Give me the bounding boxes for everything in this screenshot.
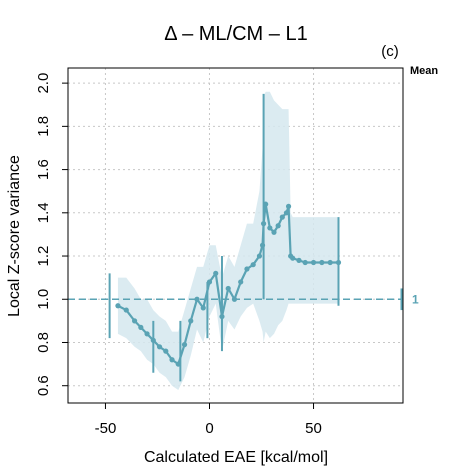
y-tick-label: 1.2 — [35, 246, 52, 267]
data-point — [275, 223, 281, 229]
reference-label: 1 — [412, 292, 419, 306]
data-points — [115, 201, 342, 367]
data-point — [156, 344, 163, 350]
data-point — [260, 221, 267, 227]
data-point — [267, 225, 273, 231]
chart-title: Δ – ML/CM – L1 — [164, 23, 307, 45]
y-tick-label: 1.0 — [35, 289, 52, 310]
data-point — [279, 214, 285, 220]
y-tick-label: 1.8 — [35, 116, 52, 137]
variance-band — [117, 91, 339, 391]
data-point — [175, 361, 181, 367]
data-point — [144, 331, 150, 337]
panel-label: (c) — [381, 43, 399, 60]
data-point — [335, 259, 342, 266]
data-point — [310, 259, 317, 266]
data-point — [285, 203, 292, 209]
data-point — [219, 313, 225, 320]
y-axis-title: Local Z-score variance — [6, 155, 23, 317]
confidence-band — [117, 91, 339, 391]
data-point — [244, 266, 250, 272]
data-point — [290, 255, 296, 261]
data-point — [319, 259, 325, 266]
x-tick-label: 0 — [205, 420, 213, 437]
data-point — [181, 342, 188, 348]
data-point — [194, 296, 200, 302]
data-point — [169, 357, 175, 363]
data-point — [138, 324, 144, 330]
data-point — [225, 285, 231, 292]
y-tick-label: 0.6 — [35, 375, 52, 396]
data-point — [188, 318, 194, 324]
data-point — [163, 348, 169, 354]
y-tick-label: 2.0 — [35, 73, 52, 94]
data-point — [327, 259, 333, 266]
data-point — [283, 210, 290, 216]
data-point — [150, 337, 156, 343]
data-point — [115, 303, 121, 309]
x-tick-label: 50 — [305, 420, 322, 437]
data-point — [259, 242, 266, 248]
data-point — [231, 296, 238, 302]
grid — [68, 68, 403, 403]
data-point — [213, 270, 219, 276]
data-point — [256, 253, 263, 259]
data-point — [250, 262, 256, 268]
y-tick-label: 1.6 — [35, 159, 52, 180]
data-point — [302, 259, 308, 266]
y-tick-label: 1.4 — [35, 202, 52, 223]
mean-label: Mean — [410, 65, 438, 77]
data-point — [296, 257, 302, 263]
x-tick-label: -50 — [95, 420, 117, 437]
x-axis: -50 0 50 — [95, 403, 322, 437]
data-point — [123, 307, 129, 313]
data-point — [271, 229, 277, 235]
x-axis-title: Calculated EAE [kcal/mol] — [144, 449, 328, 466]
data-point — [263, 201, 269, 207]
data-point — [206, 279, 213, 285]
y-axis: 0.6 0.8 1.0 1.2 1.4 1.6 1.8 2.0 — [35, 73, 68, 396]
y-tick-label: 0.8 — [35, 332, 52, 353]
data-point — [200, 305, 206, 311]
plot-frame — [67, 67, 404, 404]
data-point — [131, 318, 138, 324]
data-point — [238, 279, 244, 285]
